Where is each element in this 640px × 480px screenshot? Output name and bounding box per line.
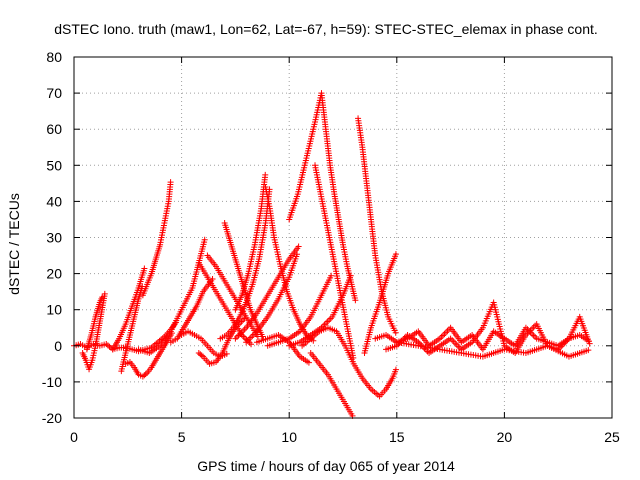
y-tick-label: 30 (46, 230, 62, 246)
data-point (586, 340, 593, 347)
series-20 (264, 272, 335, 349)
series-22 (286, 92, 324, 223)
series-29 (361, 251, 399, 357)
data-point (326, 317, 333, 324)
data-point (248, 341, 255, 348)
data-point (392, 329, 399, 336)
data-point (201, 236, 208, 243)
series-13 (221, 220, 266, 340)
data-point (262, 171, 269, 178)
data-point (167, 179, 174, 186)
series-4 (109, 265, 148, 353)
series-23 (318, 90, 359, 304)
y-tick-label: 80 (46, 49, 62, 65)
data-point (530, 332, 537, 339)
y-tick-label: 60 (46, 121, 62, 137)
series-12 (204, 252, 261, 340)
series-31 (383, 299, 593, 357)
y-tick-label: 40 (46, 193, 62, 209)
series-32 (393, 339, 592, 360)
x-axis-label: GPS time / hours of day 065 of year 2014 (197, 458, 455, 474)
y-tick-label: 70 (46, 85, 62, 101)
data-point (352, 297, 359, 304)
series-19 (253, 331, 312, 366)
y-tick-label: -20 (42, 410, 62, 426)
series-17 (232, 243, 302, 342)
data-point (449, 337, 456, 344)
y-tick-label: -10 (42, 374, 62, 390)
y-axis-label: dSTEC / TECUs (6, 193, 22, 295)
y-tick-label: 10 (46, 302, 62, 318)
series-8 (167, 276, 216, 346)
data-point (327, 315, 334, 322)
data-point (532, 322, 539, 329)
data-point (442, 329, 449, 336)
x-tick-label: 0 (70, 429, 78, 445)
data-point (232, 335, 239, 342)
data-point (328, 272, 335, 279)
series-6 (139, 179, 174, 299)
data-point (439, 332, 446, 339)
x-tick-label: 20 (497, 429, 513, 445)
data-point (101, 290, 108, 297)
data-point (444, 327, 451, 334)
x-tick-label: 25 (604, 429, 620, 445)
series-26 (307, 350, 356, 419)
data-point (441, 330, 448, 337)
series-2 (83, 294, 106, 353)
series-3 (118, 283, 146, 375)
data-point (141, 265, 148, 272)
data-point (392, 366, 399, 373)
y-tick-label: 50 (46, 157, 62, 173)
series-24 (312, 162, 357, 361)
data-point (324, 318, 331, 325)
data-point (223, 350, 230, 357)
data-point (305, 359, 312, 366)
data-point (249, 333, 256, 340)
data-point (259, 333, 266, 340)
series-25 (299, 324, 381, 398)
data-point (99, 294, 106, 301)
x-tick-label: 10 (281, 429, 297, 445)
x-tick-label: 15 (389, 429, 405, 445)
series-18 (243, 251, 301, 346)
data-point (585, 347, 592, 354)
data-point (392, 251, 399, 258)
y-tick-label: 0 (54, 338, 62, 354)
series-9 (195, 315, 248, 367)
series-27 (376, 366, 399, 400)
series-15 (232, 171, 269, 313)
data-point (321, 321, 328, 328)
series-7 (135, 236, 208, 357)
data-point (142, 371, 149, 378)
data-point (295, 243, 302, 250)
data-point (294, 251, 301, 258)
x-tick-label: 5 (178, 429, 186, 445)
series-1 (79, 290, 108, 373)
data-point (452, 340, 459, 347)
y-tick-label: 20 (46, 266, 62, 282)
data-point (438, 334, 445, 341)
data-points (71, 90, 593, 419)
data-point (530, 324, 537, 331)
axis-ticks: 0 5 10 15 20 25 -20 -10 0 10 20 30 40 50 60 70 80 (42, 49, 620, 445)
data-point (241, 326, 248, 333)
data-point (198, 352, 205, 359)
chart-title: dSTEC Iono. truth (maw1, Lon=62, Lat=-67… (54, 21, 598, 37)
series-10 (178, 328, 230, 360)
